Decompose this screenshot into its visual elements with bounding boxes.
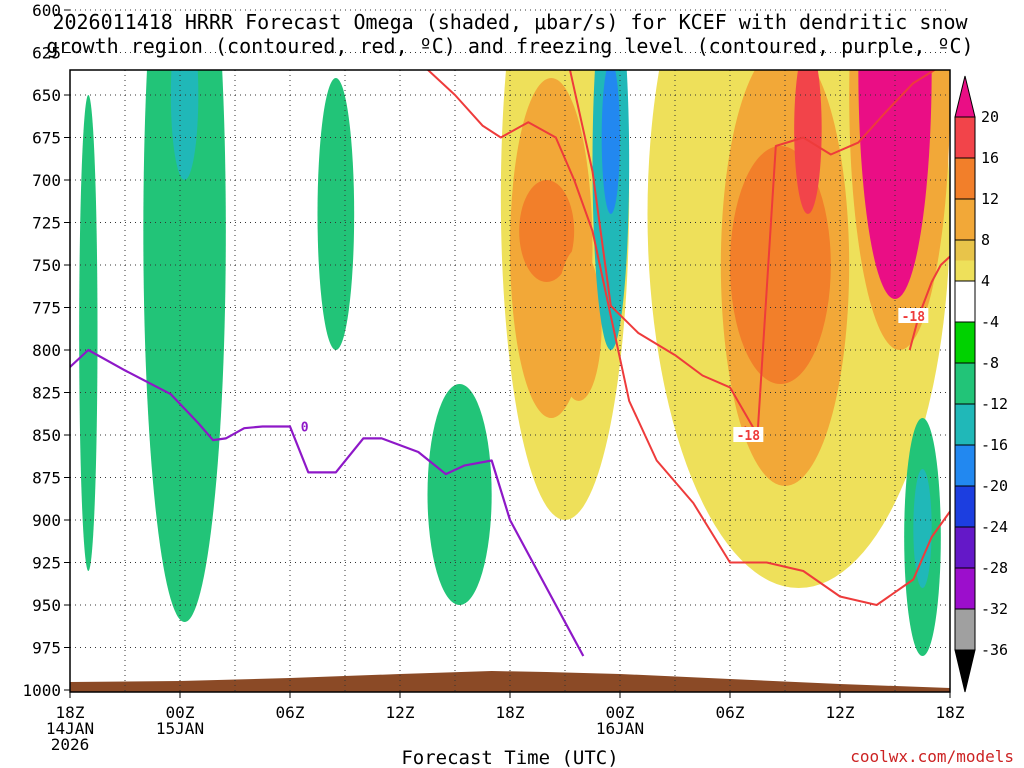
y-tick-label: 950 — [32, 596, 61, 615]
omega-shaded-region — [317, 78, 355, 350]
colorbar-label: -12 — [981, 395, 1008, 413]
colorbar-box — [955, 609, 975, 650]
y-tick-label: 900 — [32, 511, 61, 530]
colorbar-label: 20 — [981, 108, 999, 126]
x-axis-label: Forecast Time (UTC) — [401, 747, 618, 768]
omega-shaded-region — [170, 70, 199, 180]
freezing-level-label-bg — [297, 418, 312, 434]
y-tick-label: 1000 — [22, 681, 61, 700]
freezing-level-label: 0 — [301, 421, 309, 436]
colorbar-label: -4 — [981, 313, 999, 331]
colorbar-label: 16 — [981, 149, 999, 167]
colorbar-label: 4 — [981, 272, 990, 290]
x-tick-label: 18Z — [936, 703, 965, 722]
y-tick-label: 975 — [32, 639, 61, 658]
y-tick-label: 675 — [32, 129, 61, 148]
omega-shaded-region — [913, 469, 932, 588]
colorbar-label: 8 — [981, 231, 990, 249]
x-tick-label: 16JAN — [596, 719, 644, 738]
pressure-axis: 5255505756006256506757007257507758008258… — [22, 1, 70, 700]
x-tick-label: 15JAN — [156, 719, 204, 738]
chart-title-line2: growth region (contoured, red, ºC) and f… — [46, 34, 973, 58]
x-tick-label: 14JAN — [46, 719, 94, 738]
credit-link[interactable]: coolwx.com/models — [850, 747, 1014, 766]
dgz-contour-line — [568, 70, 937, 436]
colorbar-box — [955, 363, 975, 404]
x-tick-label: 2026 — [51, 735, 90, 754]
y-tick-label: 800 — [32, 341, 61, 360]
x-tick-label: 06Z — [276, 703, 305, 722]
colorbar-box — [955, 281, 975, 322]
colorbar-label: -28 — [981, 559, 1008, 577]
colorbar-box — [955, 527, 975, 568]
colorbar-box — [955, 568, 975, 609]
y-tick-label: 600 — [32, 1, 61, 20]
y-tick-label: 825 — [32, 384, 61, 403]
terrain-profile — [70, 671, 950, 692]
y-tick-label: 750 — [32, 256, 61, 275]
y-tick-label: 650 — [32, 86, 61, 105]
colorbar-label: -36 — [981, 641, 1008, 659]
omega-shaded-region — [858, 70, 932, 299]
colorbar-box — [955, 322, 975, 363]
omega-shading-layer — [79, 70, 950, 656]
y-tick-label: 725 — [32, 214, 61, 233]
terrain-ground — [70, 671, 950, 692]
temperature-contours: -18-12-18-180 — [70, 70, 950, 657]
x-tick-label: 12Z — [386, 703, 415, 722]
dgz-contour-label: -18 — [902, 310, 926, 325]
colorbar-box — [955, 158, 975, 199]
colorbar-label: -32 — [981, 600, 1008, 618]
colorbar-box — [955, 404, 975, 445]
colorbar-top-arrow — [954, 75, 976, 118]
x-tick-label: 06Z — [716, 703, 745, 722]
colorbar-box — [955, 199, 975, 240]
dgz-contour-line — [197, 70, 950, 606]
omega-shaded-region — [519, 180, 575, 282]
x-tick-label: 00Z — [166, 703, 195, 722]
colorbar-bottom-arrow — [954, 649, 976, 693]
y-tick-label: 700 — [32, 171, 61, 190]
omega-shaded-region — [601, 70, 620, 214]
colorbar-label: -20 — [981, 477, 1008, 495]
colorbar-label: -16 — [981, 436, 1008, 454]
colorbar-label: -24 — [981, 518, 1008, 536]
x-tick-label: 18Z — [496, 703, 525, 722]
colorbar-box — [955, 260, 975, 281]
dgz-contour-label: -18 — [737, 429, 761, 444]
x-tick-label: 12Z — [826, 703, 855, 722]
y-tick-label: 875 — [32, 469, 61, 488]
y-tick-label: 925 — [32, 554, 61, 573]
x-tick-label: 18Z — [56, 703, 85, 722]
omega-shaded-region — [794, 70, 822, 214]
colorbar-label: -8 — [981, 354, 999, 372]
colorbar-box — [955, 486, 975, 527]
colorbar-label: 12 — [981, 190, 999, 208]
colorbar-box — [955, 240, 975, 261]
dgz-contour-line — [908, 255, 950, 351]
colorbar-box — [955, 117, 975, 158]
chart-title-line1: 2026011418 HRRR Forecast Omega (shaded, … — [52, 10, 968, 34]
omega-shaded-region — [143, 70, 226, 622]
dgz-contour-label-bg — [898, 308, 929, 323]
omega-shaded-region — [555, 248, 602, 401]
y-tick-label: 775 — [32, 299, 61, 318]
omega-colorbar: 20 16 12 8 4 -4 -8 -12 -16 -20 -24 -28 -32 -36 — [954, 75, 1008, 693]
freezing-level-line — [70, 348, 585, 657]
y-tick-label: 625 — [32, 44, 61, 63]
dgz-contour-label-bg — [733, 427, 764, 442]
x-tick-label: 00Z — [606, 703, 635, 722]
omega-shaded-region — [427, 384, 492, 605]
y-tick-label: 850 — [32, 426, 61, 445]
omega-shaded-region — [79, 95, 98, 571]
colorbar-box — [955, 445, 975, 486]
